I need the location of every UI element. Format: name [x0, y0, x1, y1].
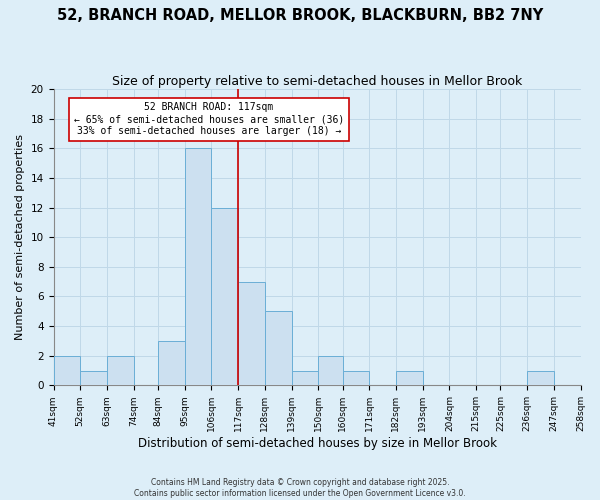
Bar [265, 312, 292, 386]
X-axis label: Distribution of semi-detached houses by size in Mellor Brook: Distribution of semi-detached houses by … [137, 437, 497, 450]
Bar [343, 370, 369, 386]
Bar [318, 356, 343, 386]
Bar [185, 148, 211, 386]
Bar [158, 341, 185, 386]
Title: Size of property relative to semi-detached houses in Mellor Brook: Size of property relative to semi-detach… [112, 75, 522, 88]
Text: Contains HM Land Registry data © Crown copyright and database right 2025.
Contai: Contains HM Land Registry data © Crown c… [134, 478, 466, 498]
Bar [107, 356, 134, 386]
Bar [396, 370, 422, 386]
Text: 52, BRANCH ROAD, MELLOR BROOK, BLACKBURN, BB2 7NY: 52, BRANCH ROAD, MELLOR BROOK, BLACKBURN… [57, 8, 543, 22]
Text: 52 BRANCH ROAD: 117sqm
← 65% of semi-detached houses are smaller (36)
33% of sem: 52 BRANCH ROAD: 117sqm ← 65% of semi-det… [74, 102, 344, 136]
Bar [238, 282, 265, 386]
Bar [53, 356, 80, 386]
Bar [292, 370, 318, 386]
Bar [80, 370, 107, 386]
Y-axis label: Number of semi-detached properties: Number of semi-detached properties [15, 134, 25, 340]
Bar [211, 208, 238, 386]
Bar [527, 370, 554, 386]
